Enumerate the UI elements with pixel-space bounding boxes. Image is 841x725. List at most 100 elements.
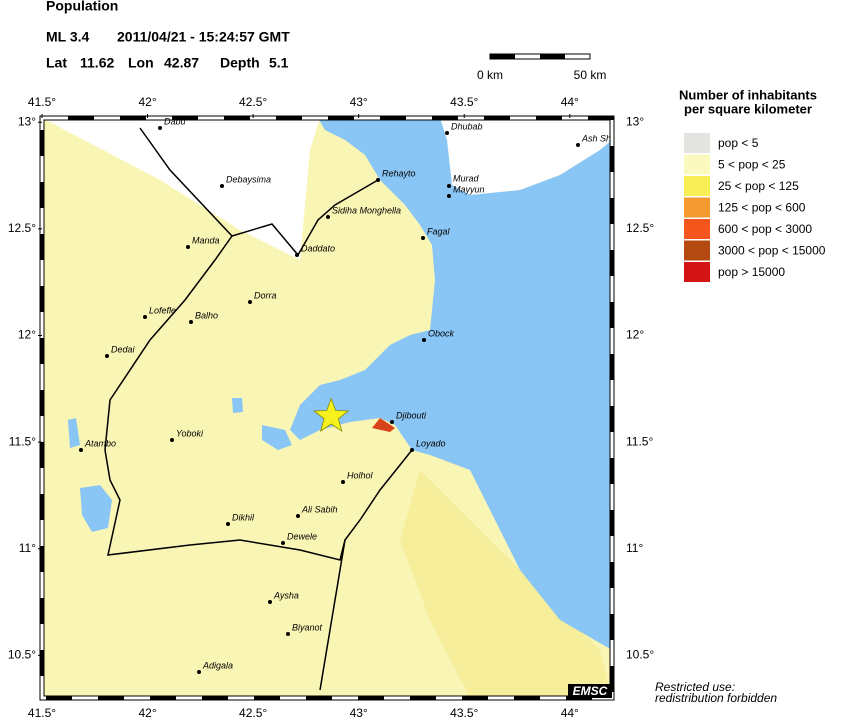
city: Dikhil <box>226 512 255 526</box>
border-line <box>104 235 413 561</box>
city-label: Atambo <box>84 438 116 448</box>
city-dot <box>422 338 426 342</box>
lat-tick-label: 11° <box>19 541 36 555</box>
lat-tick-label: 11.5° <box>626 434 653 448</box>
city-label: Holhol <box>347 470 374 480</box>
lat-tick-label: 13° <box>626 114 644 128</box>
epicenter <box>312 397 350 433</box>
legend: Number of inhabitants per square kilomet… <box>679 87 826 282</box>
city-label: Manda <box>192 235 220 245</box>
city: Dewele <box>281 531 317 545</box>
sea <box>290 118 612 650</box>
city-dot <box>576 143 580 147</box>
scale-bar-segment <box>540 54 565 59</box>
city-dot <box>296 514 300 518</box>
city-label: Debaysima <box>226 174 271 184</box>
city-label: Sidiha Monghella <box>332 205 401 215</box>
city-dot <box>281 541 285 545</box>
legend-label: pop > 15000 <box>718 265 785 279</box>
border-line <box>319 539 346 691</box>
city-dot <box>445 131 449 135</box>
city-dot <box>447 194 451 198</box>
magnitude: ML 3.4 <box>46 29 90 45</box>
legend-swatch <box>684 219 710 239</box>
city-dot <box>197 670 201 674</box>
city-label: Loyado <box>416 438 446 448</box>
city-dot <box>226 522 230 526</box>
city: Mayyun <box>447 184 485 198</box>
legend-label: 3000 < pop < 15000 <box>718 244 826 258</box>
legend-swatch <box>684 176 710 196</box>
credit: EMSC <box>573 684 608 698</box>
footer: redistribution forbidden <box>655 691 777 705</box>
city-dot <box>326 215 330 219</box>
lat-tick-label: 10.5° <box>8 648 36 662</box>
lon-tick-label: 43.5° <box>450 706 478 720</box>
city-dot <box>105 354 109 358</box>
legend-title: Number of inhabitants <box>679 87 817 102</box>
city-label: Dorra <box>254 290 277 300</box>
city-label: Mayyun <box>453 184 485 194</box>
scale-bar-segment <box>490 54 515 59</box>
city-label: Balho <box>195 310 218 320</box>
city: Dorra <box>248 290 277 304</box>
city-label: Ash Sh <box>581 133 611 143</box>
urban-area <box>372 418 395 432</box>
city: Djibouti <box>390 410 427 424</box>
scale-start: 0 km <box>477 68 503 82</box>
city-dot <box>158 126 162 130</box>
city-label: Dewele <box>287 531 317 541</box>
city: Debaysima <box>220 174 271 188</box>
city-dot <box>286 632 290 636</box>
lat-tick-label: 12° <box>18 328 36 342</box>
city-label: Daddato <box>301 243 335 253</box>
lon-tick-label: 44° <box>561 706 579 720</box>
lake <box>68 418 80 448</box>
city: Aysha <box>268 590 299 604</box>
city-label: Adigala <box>202 660 233 670</box>
lon-tick-label: 42.5° <box>239 95 267 109</box>
city-label: Dabu <box>164 116 186 126</box>
city: Ali Sabih <box>296 504 338 518</box>
city: Murad <box>447 173 480 188</box>
lon-value: 42.87 <box>164 55 199 71</box>
populated-land <box>400 470 612 698</box>
lon-tick-label: 41.5° <box>28 95 56 109</box>
city-label: Dedai <box>111 344 136 354</box>
city: Fagal <box>421 226 451 240</box>
city-dot <box>79 448 83 452</box>
city-dot <box>341 480 345 484</box>
city: Yoboki <box>170 428 204 442</box>
city: Atambo <box>79 438 116 452</box>
lat-tick-label: 12.5° <box>8 221 36 235</box>
lat-tick-label: 11° <box>626 541 643 555</box>
lon-tick-label: 43° <box>350 95 368 109</box>
city: Sidiha Monghella <box>326 205 401 219</box>
city-label: Rehayto <box>382 168 416 178</box>
city: Holhol <box>341 470 374 484</box>
datetime: 2011/04/21 - 15:24:57 GMT <box>117 29 290 45</box>
city: Manda <box>186 235 220 249</box>
lon-tick-label: 42.5° <box>239 706 267 720</box>
city-dot <box>376 178 380 182</box>
sparse-land <box>42 118 320 260</box>
city-label: Lofefle <box>149 305 176 315</box>
depth-value: 5.1 <box>269 55 289 71</box>
city: Loyado <box>410 438 446 452</box>
city: Balho <box>189 310 218 324</box>
city: Obock <box>422 328 455 342</box>
lat-tick-label: 12.5° <box>626 221 654 235</box>
city-dot <box>143 315 147 319</box>
city: Daddato <box>295 243 335 257</box>
border-line <box>139 127 379 257</box>
city: Lofefle <box>143 305 176 319</box>
lat-tick-label: 12° <box>626 328 644 342</box>
city-dot <box>447 184 451 188</box>
city-dot <box>186 245 190 249</box>
legend-swatch <box>684 197 710 218</box>
city: Ash Sh <box>576 133 611 147</box>
lat-tick-label: 11.5° <box>9 434 36 448</box>
lon-tick-label: 41.5° <box>28 706 56 720</box>
legend-label: 5 < pop < 25 <box>718 158 786 172</box>
